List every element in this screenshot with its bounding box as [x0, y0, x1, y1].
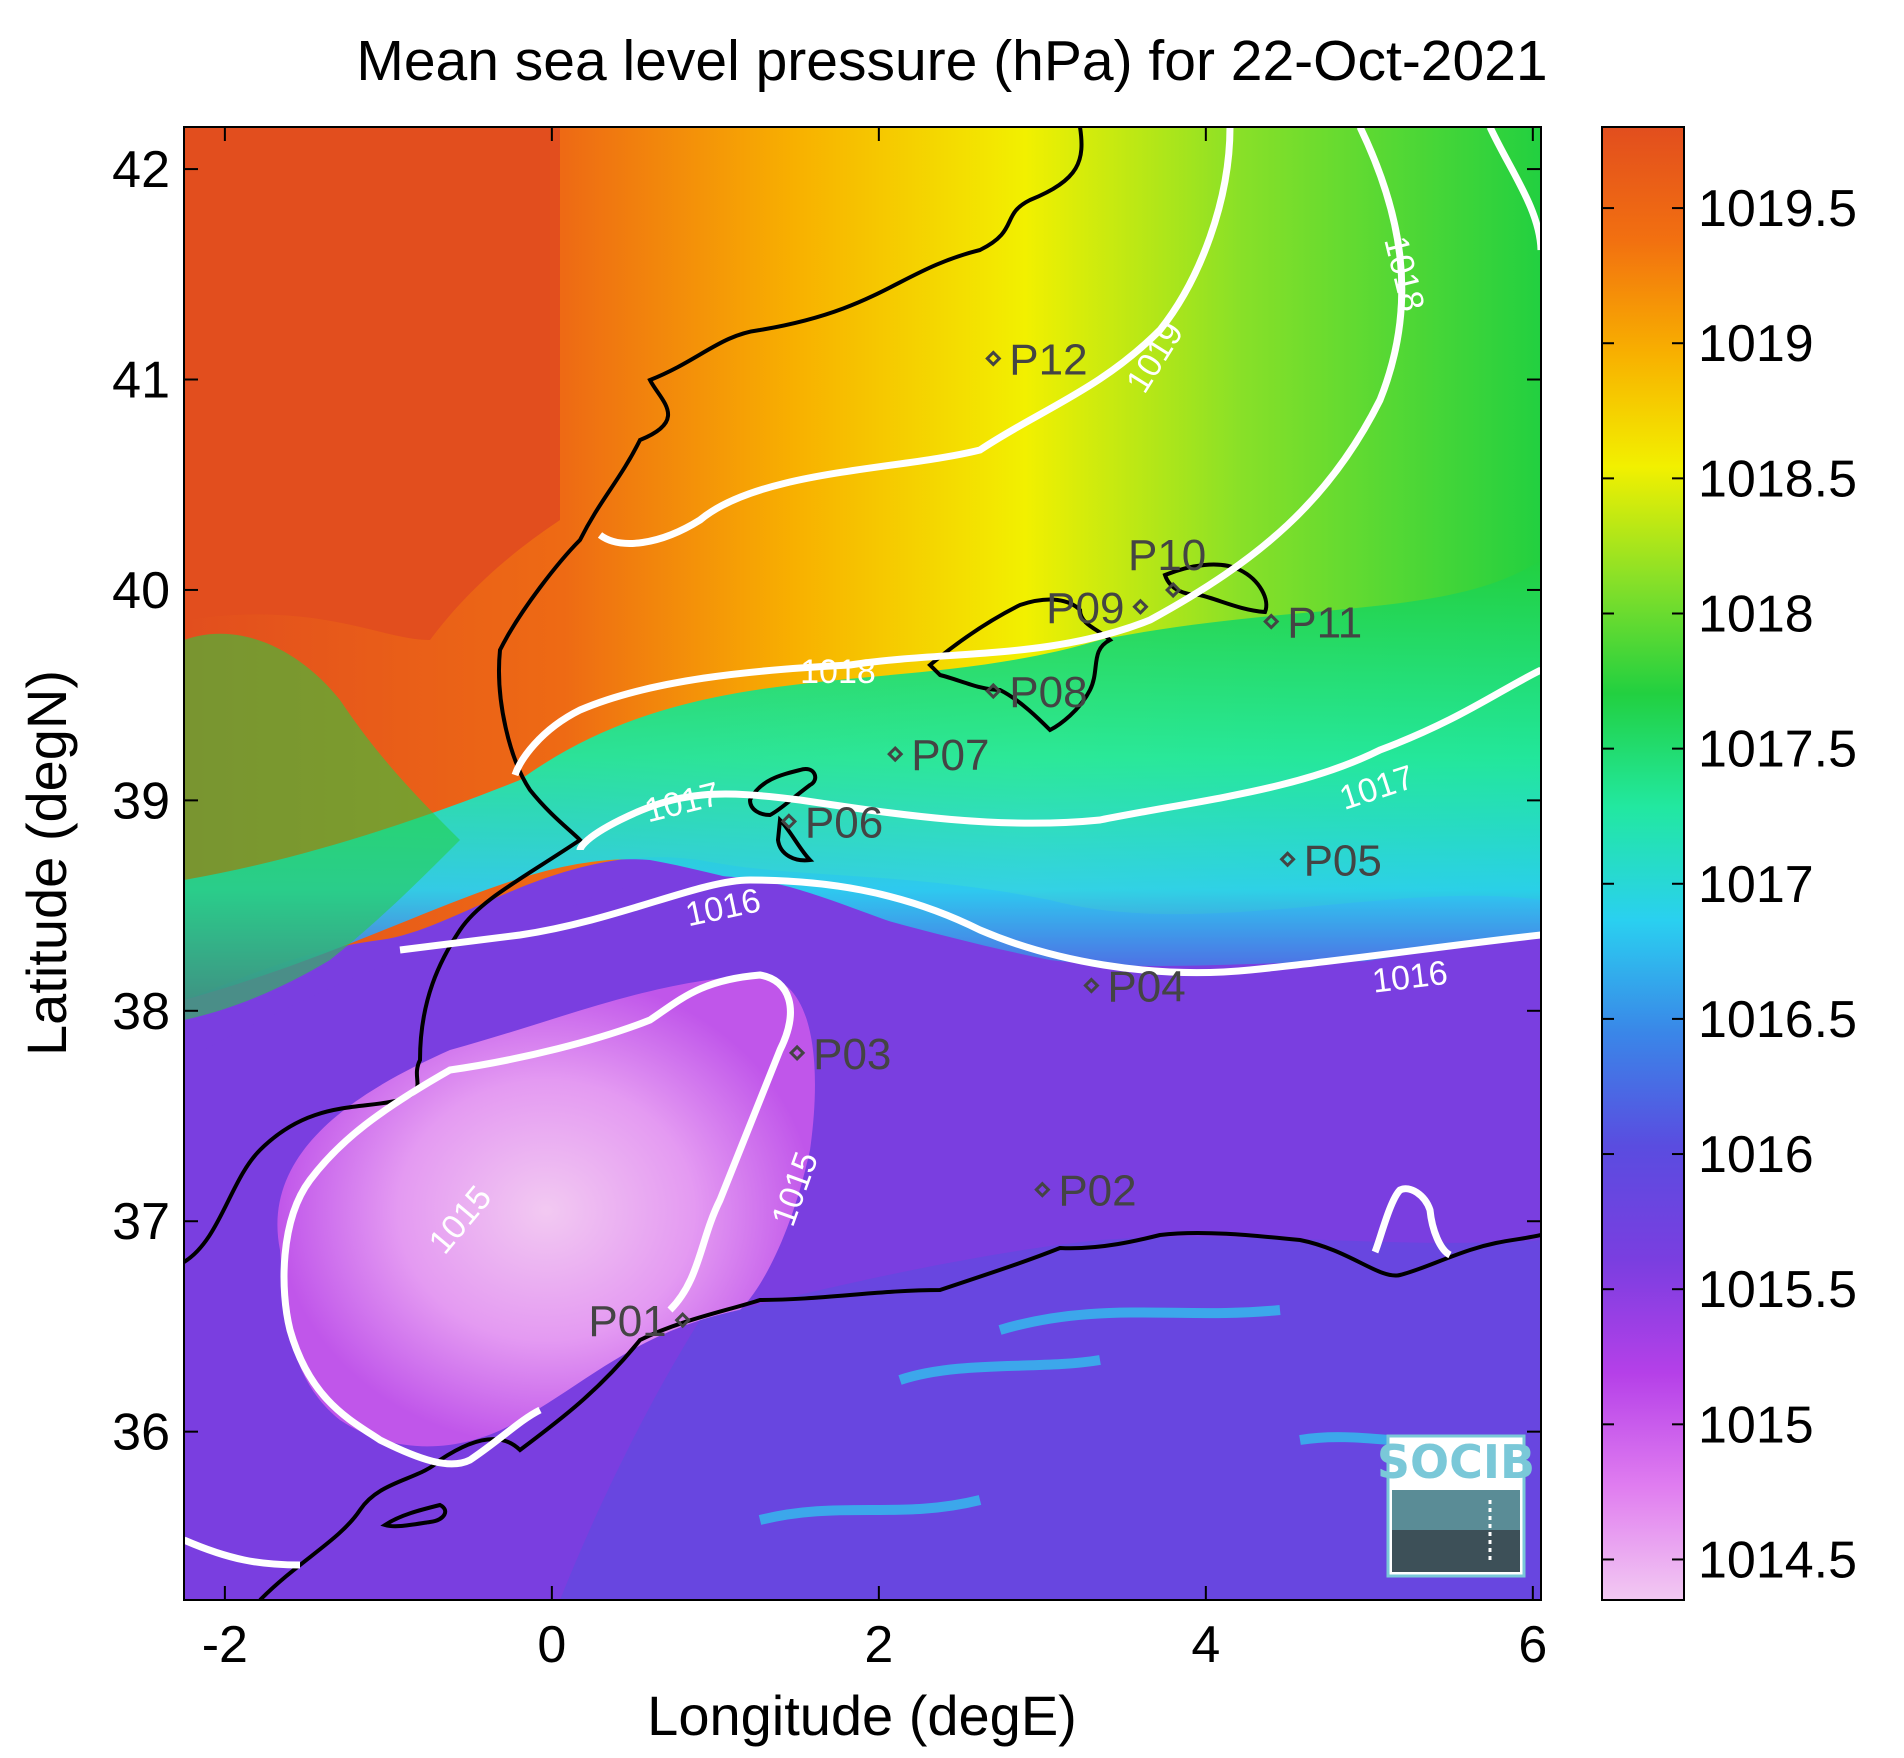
alboran-island	[380, 1502, 448, 1529]
plot-frame	[183, 126, 1542, 1601]
station-marker	[985, 682, 1002, 700]
station-marker	[887, 745, 904, 763]
station-label: P05	[1304, 836, 1382, 885]
isobar-label: 1018	[800, 653, 876, 691]
station-marker	[780, 813, 798, 830]
isobar-1015-main	[280, 971, 794, 1468]
iberia-land-texture	[184, 633, 460, 1020]
mallorca-coastline	[927, 597, 1114, 733]
colorbar-tick-label: 1014.5	[1698, 1531, 1857, 1589]
station-label: P04	[1107, 963, 1185, 1012]
station-marker	[1132, 598, 1149, 615]
station-label: P11	[1287, 599, 1362, 648]
colorbar-tick-label: 1018	[1698, 585, 1814, 643]
colorbar	[1601, 126, 1685, 1601]
station-label: P12	[1009, 335, 1087, 384]
station-marker	[985, 350, 1002, 367]
colorbar-tick-label: 1015.5	[1698, 1261, 1857, 1319]
x-tick-label: 2	[864, 1616, 893, 1674]
pressure-field-mid	[184, 560, 1541, 1000]
page-title: Mean sea level pressure (hPa) for 22-Oct…	[356, 29, 1548, 93]
y-tick-label: 38	[112, 983, 170, 1041]
station-label: P07	[911, 731, 989, 780]
iberia-inland-highs	[184, 127, 560, 640]
station-marker	[1263, 613, 1280, 630]
y-tick-label: 39	[112, 772, 170, 830]
isobar-1018	[511, 127, 1541, 777]
station-label: P01	[588, 1297, 666, 1346]
y-axis-ticks: 36 37 38 39 40 41 42	[112, 141, 1541, 1462]
station-label: P03	[813, 1030, 891, 1079]
y-tick-label: 36	[112, 1404, 170, 1462]
isobar-1019	[597, 127, 1234, 547]
colorbar-ticks: 1014.5 1015 1015.5 1016 1016.5 1017 1017.5 1018…	[1602, 180, 1857, 1589]
colorbar-tick-label: 1017.5	[1698, 721, 1857, 779]
x-tick-label: 0	[537, 1616, 566, 1674]
station-marker	[788, 1044, 806, 1062]
colorbar-tick-label: 1016	[1698, 1126, 1814, 1184]
station-label: P10	[1128, 531, 1206, 580]
x-tick-label: 6	[1518, 1616, 1547, 1674]
colorbar-tick-label: 1016.5	[1698, 991, 1857, 1049]
x-tick-label: -2	[202, 1616, 248, 1674]
isobar-1017	[576, 666, 1541, 851]
y-tick-label: 37	[112, 1193, 170, 1251]
isobar-1015-small	[1371, 1185, 1452, 1259]
station-marker	[1034, 1181, 1051, 1198]
logo-text: SOCIB	[1377, 1435, 1535, 1489]
station-label: P06	[805, 798, 883, 847]
y-tick-label: 42	[112, 141, 170, 199]
colorbar-tick-label: 1019.5	[1698, 180, 1857, 238]
station-marker	[1083, 977, 1100, 994]
y-tick-label: 40	[112, 562, 170, 620]
x-tick-label: 4	[1191, 1616, 1220, 1674]
x-axis-label: Longitude (degE)	[647, 1684, 1077, 1747]
station-label: P02	[1058, 1167, 1136, 1216]
colorbar-tick-label: 1017	[1698, 856, 1814, 914]
isobar-1016-sw	[184, 1536, 301, 1569]
isobar-1016	[399, 876, 1541, 977]
station-marker	[1279, 851, 1296, 868]
colorbar-tick-label: 1019	[1698, 315, 1814, 373]
y-tick-label: 41	[112, 352, 170, 410]
station-label: P09	[1046, 584, 1124, 633]
ibiza-coastline	[747, 767, 818, 863]
isobar-label: 1016	[1370, 954, 1450, 1001]
y-axis-label: Latitude (degN)	[15, 670, 78, 1056]
station-label: P08	[1009, 668, 1087, 717]
colorbar-tick-label: 1018.5	[1698, 450, 1857, 508]
socib-logo: SOCIB	[1377, 1434, 1535, 1578]
colorbar-tick-label: 1015	[1698, 1396, 1814, 1454]
x-axis-ticks: -2 0 2 4 6	[202, 127, 1547, 1674]
station-marker	[674, 1312, 691, 1329]
isobars	[184, 127, 1541, 1569]
station-marker	[1165, 581, 1182, 599]
africa-coastal-highlights	[758, 1305, 1481, 1525]
